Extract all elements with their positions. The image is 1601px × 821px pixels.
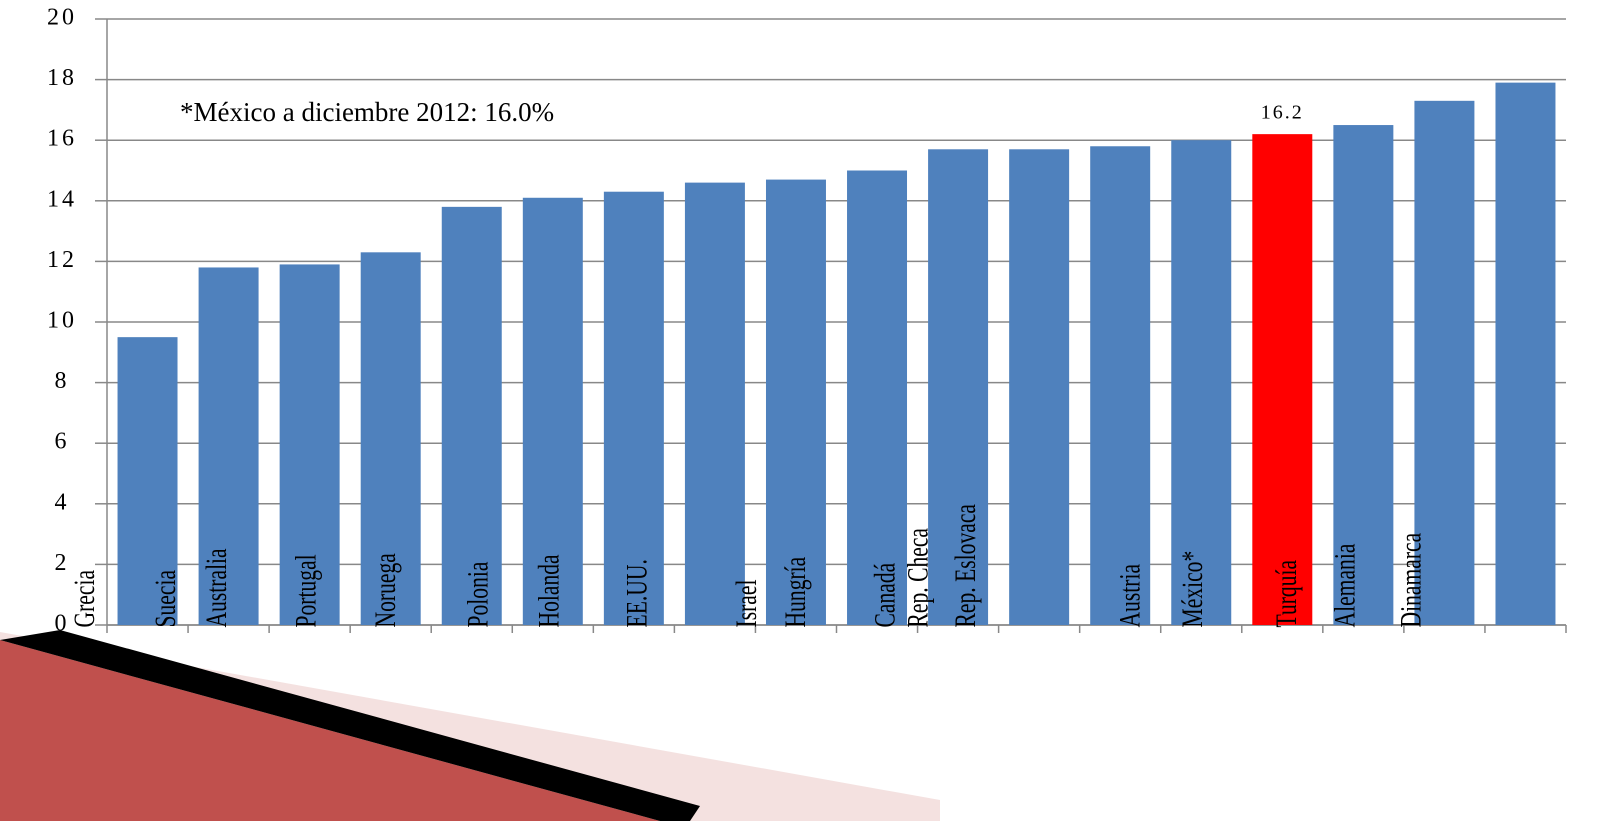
y-tick-label: 18: [47, 65, 77, 91]
y-tick-label: 8: [55, 368, 70, 394]
y-tick-label: 4: [55, 489, 70, 515]
x-tick-label: México*: [1176, 551, 1209, 628]
bar: [1414, 100, 1475, 625]
bar: [1252, 134, 1313, 625]
x-tick-label: Israel: [729, 580, 762, 628]
x-tick-label: Polonia: [461, 561, 494, 627]
bar: [441, 206, 502, 626]
bar: [279, 264, 340, 625]
bar: [1171, 140, 1232, 625]
x-tick-label: Dinamarca: [1394, 532, 1427, 627]
y-tick-label: 20: [47, 5, 77, 31]
x-tick-label: Alemania: [1328, 543, 1361, 627]
x-tick-label: Rep. Eslovaca: [949, 504, 982, 628]
x-tick-label: EE.UU.: [620, 559, 653, 627]
bar: [847, 170, 908, 625]
bar: [522, 197, 583, 625]
bar: [928, 149, 989, 626]
bar: [360, 252, 421, 625]
x-tick-label: Canadá: [868, 562, 901, 627]
y-tick-label: 10: [47, 308, 77, 334]
y-tick-label: 6: [55, 429, 70, 455]
x-tick-label: Suecia: [149, 570, 182, 628]
bar: [1333, 125, 1394, 626]
x-tick-label: Hungría: [779, 556, 812, 627]
x-tick-label: Turquía: [1270, 560, 1303, 628]
bar: [117, 337, 178, 625]
bar: [198, 267, 259, 625]
annotation: *México a diciembre 2012: 16.0%: [180, 97, 554, 127]
x-tick-label: Austria: [1113, 564, 1146, 628]
x-tick-label: Australia: [200, 548, 233, 627]
x-tick-label: Portugal: [289, 554, 322, 627]
bar: [1009, 149, 1070, 626]
bar: [1495, 82, 1556, 625]
y-tick-label: 2: [55, 550, 70, 576]
y-tick-label: 16: [47, 126, 77, 152]
x-tick-label: Holanda: [532, 554, 565, 627]
y-tick-label: 12: [47, 247, 77, 273]
x-tick-label: Rep. Checa: [901, 528, 934, 628]
y-tick-label: 14: [47, 186, 77, 212]
bar: [765, 179, 826, 625]
data-label: 16.2: [1261, 102, 1304, 124]
bar: [684, 182, 745, 625]
bar: [1090, 146, 1151, 625]
x-tick-label: Grecia: [68, 570, 101, 628]
x-tick-label: Noruega: [369, 553, 402, 628]
bar: [603, 191, 664, 625]
